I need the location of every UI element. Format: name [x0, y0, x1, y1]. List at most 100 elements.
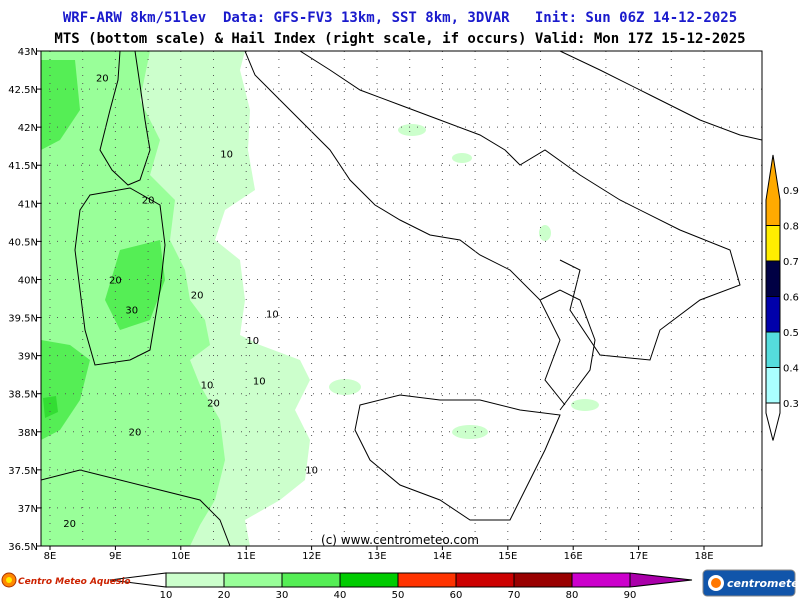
coast-calabria — [539, 289, 596, 411]
centrometeo-logo: centrometeo — [702, 569, 800, 597]
mts-30-area — [41, 340, 90, 440]
mts-color-segment — [165, 572, 225, 588]
mts-patch-d — [452, 425, 488, 439]
right-logo-text: centrometeo — [727, 577, 800, 590]
lon-label: 15E — [498, 551, 517, 562]
hail-color-segment — [765, 331, 781, 368]
contour-label: 20 — [142, 195, 155, 206]
mts-field — [41, 51, 599, 546]
mts-tick-label: 80 — [566, 590, 579, 600]
mts-tick-label: 60 — [450, 590, 463, 600]
mts-tick-label: 70 — [508, 590, 521, 600]
hail-color-segment — [765, 296, 781, 333]
mts-color-segment — [513, 572, 573, 588]
mts-color-segment — [339, 572, 399, 588]
contour-label: 10 — [266, 310, 279, 321]
lon-label: 9E — [109, 551, 122, 562]
lat-label: 39.5N — [8, 314, 38, 325]
hail-color-segment — [765, 260, 781, 297]
left-logo-text: Centro Meteo Aquesio — [18, 577, 131, 587]
mts-color-segment — [571, 572, 631, 588]
lat-label: 41N — [18, 199, 38, 210]
lat-label: 42.5N — [8, 85, 38, 96]
hail-tick-label: 0.4 — [783, 364, 799, 375]
lon-label: 14E — [433, 551, 452, 562]
coastlines — [41, 51, 762, 546]
mts-color-segment — [455, 572, 515, 588]
coast-corsica — [99, 51, 151, 186]
lat-label: 40N — [18, 275, 38, 286]
lat-label: 36.5N — [8, 542, 38, 553]
hail-color-segment — [765, 367, 781, 404]
hail-tick-label: 0.8 — [783, 222, 799, 233]
hail-color-segment — [765, 225, 781, 262]
lon-label: 12E — [302, 551, 321, 562]
contour-label: 20 — [63, 519, 76, 530]
mts-patch-a — [398, 124, 426, 136]
contour-label: 20 — [207, 399, 220, 410]
coast-balkans — [559, 51, 762, 141]
coast-sicily — [354, 394, 561, 521]
contour-label: 20 — [109, 275, 122, 286]
lat-label: 41.5N — [8, 161, 38, 172]
hail-color-bottom — [765, 402, 781, 441]
hail-tick-label: 0.5 — [783, 328, 799, 339]
lat-label: 40.5N — [8, 237, 38, 248]
lat-label: 38N — [18, 428, 38, 439]
contour-label: 20 — [96, 73, 109, 84]
title-line-1: WRF-ARW 8km/51lev Data: GFS-FV3 13km, SS… — [62, 10, 738, 26]
mts-patch-b — [452, 153, 472, 163]
contour-label: 10 — [305, 466, 318, 477]
lat-label: 42N — [18, 123, 38, 134]
title-line-2: MTS (bottom scale) & Hail Index (right s… — [54, 31, 746, 47]
mts-tick-label: 20 — [218, 590, 231, 600]
mts-tick-label: 90 — [624, 590, 637, 600]
mts-30-patch-north — [41, 60, 80, 150]
lat-label: 37.5N — [8, 466, 38, 477]
coast-sardinia — [74, 187, 166, 366]
copyright-text: (c) www.centrometeo.com — [321, 533, 479, 547]
lon-label: 11E — [237, 551, 256, 562]
lon-label: 10E — [171, 551, 190, 562]
lon-label: 13E — [367, 551, 386, 562]
contour-label: 10 — [253, 377, 266, 388]
mts-color-segment — [281, 572, 341, 588]
mts-colorbar: 10 20 30 40 50 60 70 80 90 — [109, 572, 693, 600]
mts-tick-label: 10 — [160, 590, 173, 600]
mts-color-segment — [397, 572, 457, 588]
lat-label: 38.5N — [8, 390, 38, 401]
longitude-axis: 8E 9E 10E 11E 12E 13E 14E 15E 16E 17E 18E — [44, 546, 714, 562]
hail-color-cap — [765, 154, 781, 226]
mts-tick-label: 30 — [276, 590, 289, 600]
mts-30-patch-sardinia — [105, 240, 165, 330]
coast-italy-east — [299, 51, 741, 361]
contour-label: 10 — [220, 150, 233, 161]
mts-tick-label: 40 — [334, 590, 347, 600]
contour-label: 10 — [201, 380, 214, 391]
coast-italy-west — [244, 51, 566, 406]
contour-label: 10 — [246, 336, 259, 347]
lon-label: 17E — [629, 551, 648, 562]
lon-label: 16E — [564, 551, 583, 562]
contour-label: 20 — [191, 291, 204, 302]
lat-label: 43N — [18, 47, 38, 58]
coast-tunisia — [41, 469, 231, 546]
mts-tick-label: 50 — [392, 590, 405, 600]
mts-patch-c — [329, 379, 361, 395]
centro-meteo-aquesio-logo: Centro Meteo Aquesio — [1, 572, 131, 588]
mts-color-right-cap — [629, 572, 693, 588]
latitude-axis: 43N 42.5N 42N 41.5N 41N 40.5N 40N 39.5N 39N 38.5N… — [8, 47, 41, 553]
hail-index-colorbar: 0.3 0.4 0.5 0.6 0.7 0.8 0.9 — [765, 154, 799, 441]
map-frame — [40, 50, 763, 547]
lat-label: 37N — [18, 504, 38, 515]
lat-label: 39N — [18, 352, 38, 363]
mts-patch-f — [539, 225, 551, 241]
mts-patch-e — [571, 399, 599, 411]
lon-label: 18E — [694, 551, 713, 562]
mts-40-patch — [43, 396, 58, 418]
hail-tick-label: 0.7 — [783, 257, 799, 268]
hail-tick-label: 0.6 — [783, 293, 799, 304]
hail-tick-label: 0.3 — [783, 399, 799, 410]
hail-tick-label: 0.9 — [783, 186, 799, 197]
